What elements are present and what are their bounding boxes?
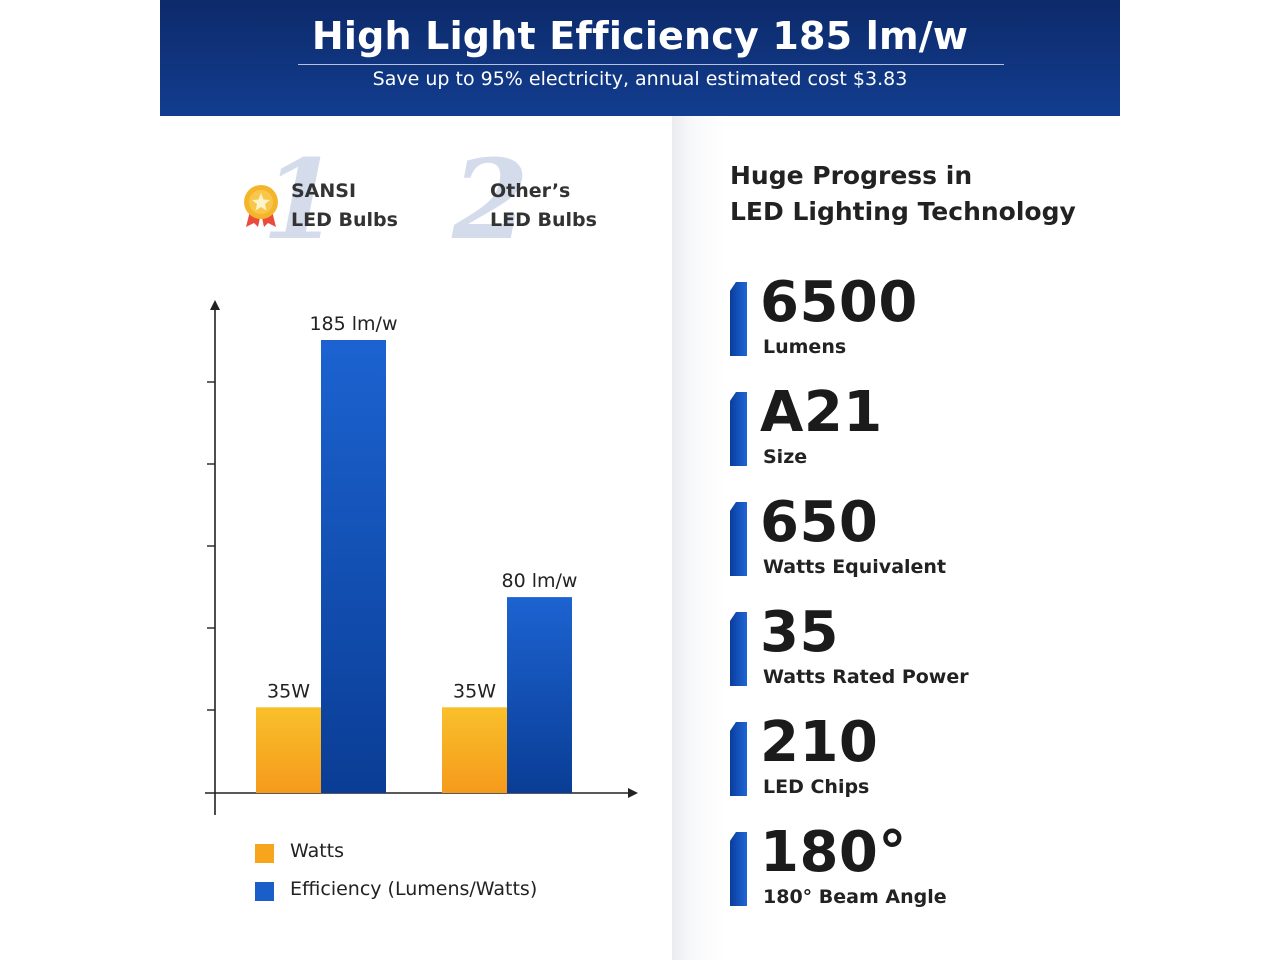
spec-label: Watts Equivalent — [763, 556, 947, 578]
rank-number-2: 2 — [452, 135, 529, 264]
bar-efficiency-1 — [321, 340, 386, 793]
spec-label: 180° Beam Angle — [763, 886, 947, 908]
specs-title: Huge Progress in LED Lighting Technology — [730, 158, 1076, 230]
spec-accent-bar — [730, 392, 747, 466]
specs-title-line1: Huge Progress in — [730, 161, 973, 190]
legend-sansi: SANSI LED Bulbs — [291, 177, 398, 235]
page-title: High Light Efficiency 185 lm/w — [311, 14, 969, 58]
y-axis-arrow — [210, 300, 220, 310]
legend-label-efficiency: Efficiency (Lumens/Watts) — [290, 878, 538, 900]
legend-label-watts: Watts — [290, 840, 345, 862]
legend-swatch-watts — [255, 844, 274, 863]
spec-accent-bar — [730, 832, 747, 906]
spec-lumens: 6500 Lumens — [730, 270, 1090, 382]
spec-value: 35 — [760, 600, 839, 665]
chart-panel — [160, 116, 672, 960]
spec-value: 650 — [760, 490, 879, 555]
data-label-watts-1: 35W — [267, 680, 310, 702]
spec-label: Lumens — [763, 336, 847, 358]
legend-others-line2: LED Bulbs — [490, 209, 597, 231]
data-label-efficiency-2: 80 lm/w — [502, 570, 578, 592]
page-subtitle: Save up to 95% electricity, annual estim… — [372, 68, 908, 90]
spec-value: 210 — [760, 710, 879, 775]
legend-sansi-line2: LED Bulbs — [291, 209, 398, 231]
spec-size: A21 Size — [730, 380, 1090, 492]
spec-beam-angle: 180° 180° Beam Angle — [730, 820, 1090, 932]
specs-title-line2: LED Lighting Technology — [730, 197, 1076, 226]
bar-watts-2 — [442, 707, 507, 793]
bar-watts-1 — [256, 707, 321, 793]
spec-label: LED Chips — [763, 776, 870, 798]
spec-label: Watts Rated Power — [763, 666, 969, 688]
medal-icon — [242, 183, 280, 233]
spec-accent-bar — [730, 502, 747, 576]
legend-swatch-efficiency — [255, 882, 274, 901]
legend-sansi-line1: SANSI — [291, 180, 357, 202]
data-label-watts-2: 35W — [453, 680, 496, 702]
spec-led-chips: 210 LED Chips — [730, 710, 1090, 822]
spec-value: 6500 — [760, 270, 918, 335]
legend-others: Other’s LED Bulbs — [490, 177, 597, 235]
spec-accent-bar — [730, 612, 747, 686]
spec-value: 180° — [760, 820, 907, 885]
header-banner: High Light Efficiency 185 lm/w Save up t… — [160, 0, 1120, 116]
bar-efficiency-2 — [507, 597, 572, 793]
title-divider — [298, 64, 1004, 65]
spec-accent-bar — [730, 722, 747, 796]
spec-accent-bar — [730, 282, 747, 356]
legend-others-line1: Other’s — [490, 180, 571, 202]
spec-watts-equivalent: 650 Watts Equivalent — [730, 490, 1090, 602]
data-label-efficiency-1: 185 lm/w — [309, 313, 397, 335]
spec-rated-power: 35 Watts Rated Power — [730, 600, 1090, 712]
spec-label: Size — [763, 446, 808, 468]
spec-value: A21 — [760, 380, 883, 445]
x-axis-arrow — [628, 788, 638, 798]
